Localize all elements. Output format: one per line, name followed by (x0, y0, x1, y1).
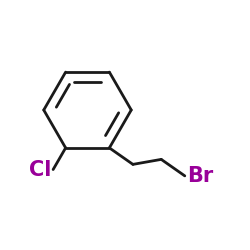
Text: Cl: Cl (30, 160, 52, 180)
Text: Br: Br (187, 166, 214, 186)
